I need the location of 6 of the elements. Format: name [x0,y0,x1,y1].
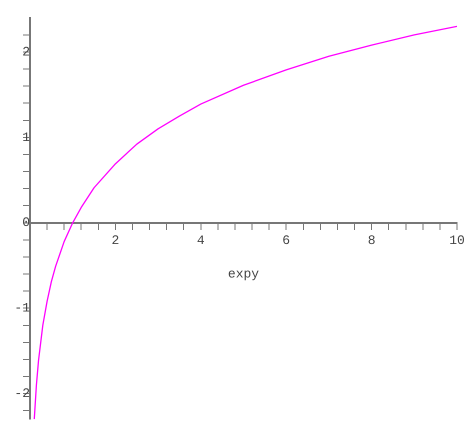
x-tick-label: 4 [196,233,205,248]
x-tick-label: 8 [368,233,376,248]
x-tick-label: 6 [282,233,290,248]
x-tick-label: 10 [449,233,465,248]
x-axis-title: expy [228,266,260,282]
x-tick-label: 2 [111,233,120,248]
